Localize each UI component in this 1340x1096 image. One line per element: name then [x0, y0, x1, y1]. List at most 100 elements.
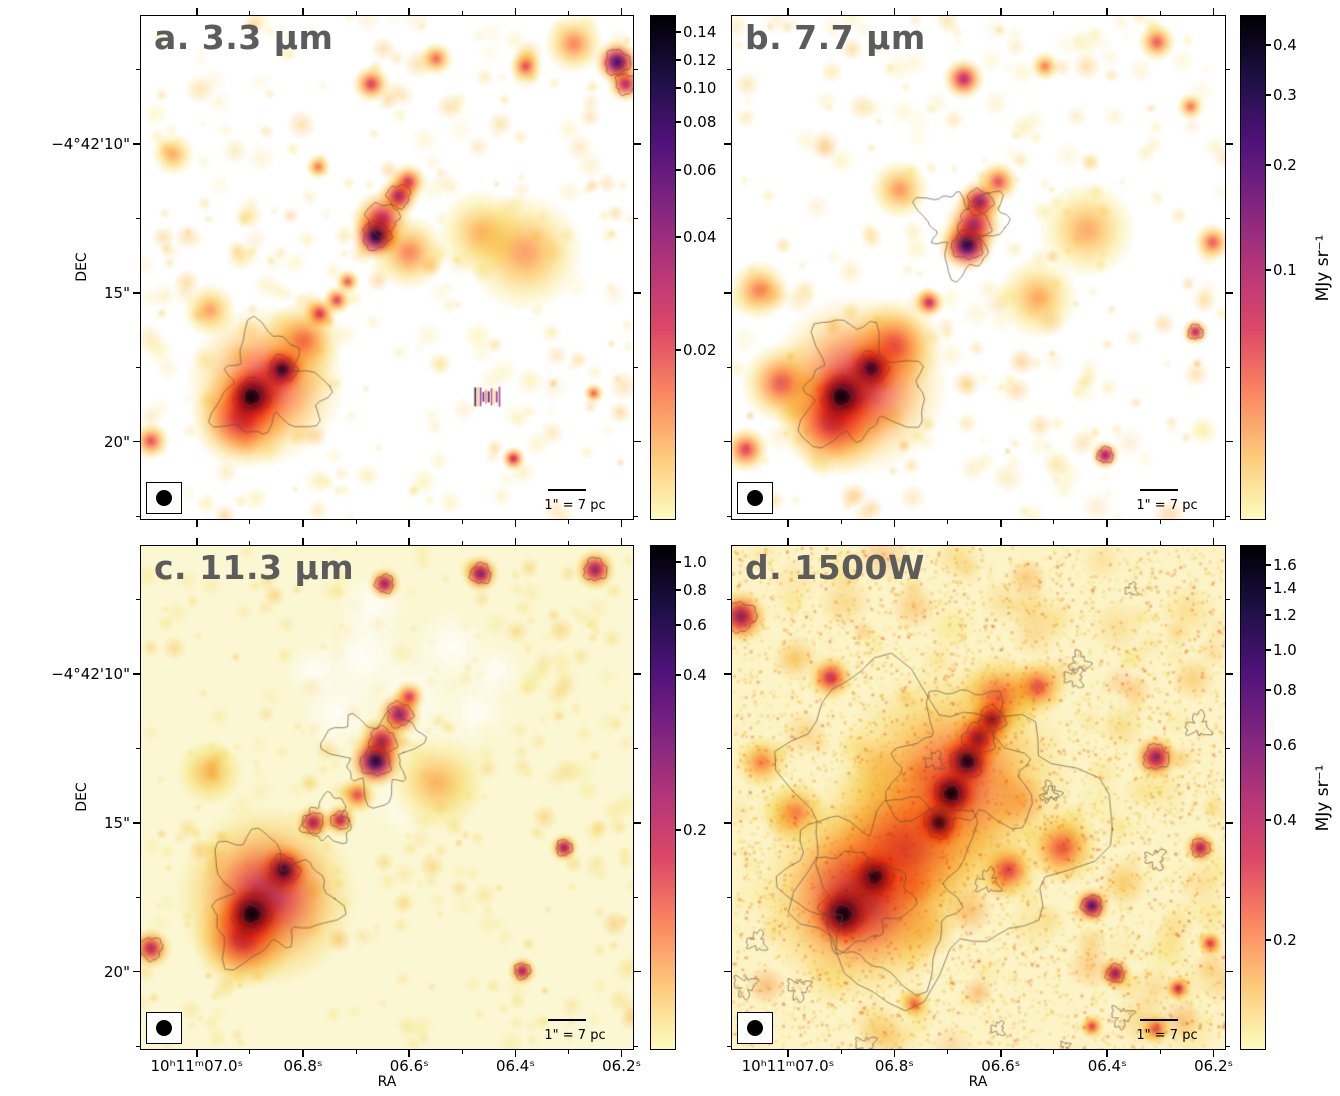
panel-d-plot: d. 1500W 1" = 7 pc	[731, 545, 1226, 1050]
x-minor-tick	[461, 11, 463, 15]
x-major-tick	[787, 538, 789, 545]
panel-b-plot: b. 7.7 μm 1" = 7 pc	[731, 15, 1226, 520]
y-minor-tick	[136, 896, 140, 898]
panel-c-beam-box	[146, 1012, 182, 1044]
colorbar-tick-label: 1.2	[1273, 606, 1297, 625]
beam-circle-icon	[747, 490, 763, 506]
colorbar-tick	[676, 236, 681, 238]
x-tick-label: 10ʰ11ᵐ07.0ˢ	[741, 1057, 835, 1075]
y-minor-tick	[727, 217, 731, 219]
colorbar-tick	[1266, 649, 1271, 651]
y-major-tick	[634, 673, 641, 675]
colorbar-tick-label: 0.04	[683, 228, 717, 247]
colorbar-tick	[676, 829, 681, 831]
x-minor-tick	[1053, 1050, 1055, 1054]
colorbar-tick	[676, 169, 681, 171]
panel-d-colorbar	[1240, 545, 1266, 1050]
colorbar-tick	[676, 589, 681, 591]
panel-a-plot: a. 3.3 μm 1" = 7 pc	[140, 15, 634, 520]
x-minor-tick	[947, 11, 949, 15]
x-major-tick	[1106, 1050, 1108, 1057]
colorbar-tick-label: 0.02	[683, 340, 717, 359]
x-major-tick	[787, 520, 789, 527]
y-major-tick	[724, 292, 731, 294]
panel-d-beam-box	[737, 1012, 773, 1044]
x-major-tick	[620, 8, 623, 15]
colorbar-tick-label: 0.10	[683, 79, 717, 98]
x-major-tick	[893, 1050, 896, 1057]
scalebar-line	[548, 489, 586, 491]
colorbar-tick	[676, 674, 681, 676]
panel-a-scalebar: 1" = 7 pc	[527, 489, 623, 513]
y-minor-tick	[1226, 896, 1230, 898]
y-major-tick	[724, 143, 731, 145]
colorbar-tick-label: 0.1	[1273, 261, 1297, 280]
panel-a-colorbar	[650, 15, 676, 520]
x-minor-tick	[1159, 520, 1161, 524]
x-major-tick	[1212, 8, 1215, 15]
x-major-tick	[196, 1050, 198, 1057]
x-major-tick	[408, 538, 410, 545]
colorbar-tick	[676, 349, 681, 351]
y-minor-tick	[634, 747, 638, 749]
y-minor-tick	[634, 598, 638, 600]
y-minor-tick	[136, 217, 140, 219]
panel-a-title: a. 3.3 μm	[154, 18, 334, 57]
colorbar-tick-label: 0.8	[1273, 680, 1297, 699]
scalebar-label: 1" = 7 pc	[1136, 498, 1198, 513]
y-minor-tick	[727, 366, 731, 368]
x-major-tick	[1106, 8, 1108, 15]
y-major-tick	[634, 970, 641, 973]
colorbar-tick-label: 1.6	[1273, 556, 1297, 575]
panel-c-title: c. 11.3 μm	[154, 548, 355, 587]
x-major-tick	[893, 538, 896, 545]
y-minor-tick	[634, 515, 638, 517]
panel-d-colorbar-gradient	[1241, 546, 1265, 1049]
scalebar-line	[1140, 489, 1178, 491]
x-major-tick	[196, 520, 198, 527]
y-major-tick	[1226, 143, 1233, 145]
x-minor-tick	[461, 541, 463, 545]
x-major-tick	[1212, 520, 1215, 527]
beam-circle-icon	[747, 1020, 763, 1036]
x-minor-tick	[840, 11, 842, 15]
y-minor-tick	[634, 68, 638, 70]
x-minor-tick	[1053, 520, 1055, 524]
x-major-tick	[1000, 538, 1002, 545]
x-major-tick	[1212, 538, 1215, 545]
y-minor-tick	[1226, 217, 1230, 219]
y-minor-tick	[136, 68, 140, 70]
x-major-tick	[1000, 8, 1002, 15]
y-tick-label: −4°42'10"	[51, 134, 130, 153]
colorbar-tick-label: 0.2	[1273, 930, 1297, 949]
y-major-tick	[1226, 970, 1233, 973]
panel-d-scalebar: 1" = 7 pc	[1119, 1019, 1215, 1043]
panel-b-beam-box	[737, 482, 773, 514]
y-minor-tick	[1226, 747, 1230, 749]
beam-circle-icon	[156, 1020, 172, 1036]
panel-d-image	[732, 546, 1225, 1049]
x-tick-label: 06.6ˢ	[981, 1057, 1021, 1075]
colorbar-tick	[676, 87, 681, 89]
x-tick-label: 06.8ˢ	[283, 1057, 323, 1075]
y-minor-tick	[727, 515, 731, 517]
x-minor-tick	[568, 541, 570, 545]
x-major-tick	[1212, 1050, 1215, 1057]
y-minor-tick	[727, 1045, 731, 1047]
colorbar-tick	[1266, 587, 1271, 589]
x-major-tick	[408, 8, 410, 15]
x-major-tick	[1106, 538, 1108, 545]
x-major-tick	[620, 538, 623, 545]
y-minor-tick	[634, 366, 638, 368]
y-major-tick	[133, 292, 140, 294]
colorbar-tick	[1266, 564, 1271, 566]
colorbar-tick-label: 0.4	[683, 665, 707, 684]
x-major-tick	[1000, 1050, 1002, 1057]
x-tick-label: 06.8ˢ	[874, 1057, 914, 1075]
panel-b-image	[732, 16, 1225, 519]
colorbar-tick	[1266, 939, 1271, 941]
colorbar-tick	[676, 121, 681, 123]
colorbar-tick	[676, 59, 681, 61]
x-minor-tick	[1159, 541, 1161, 545]
y-major-tick	[724, 822, 731, 824]
